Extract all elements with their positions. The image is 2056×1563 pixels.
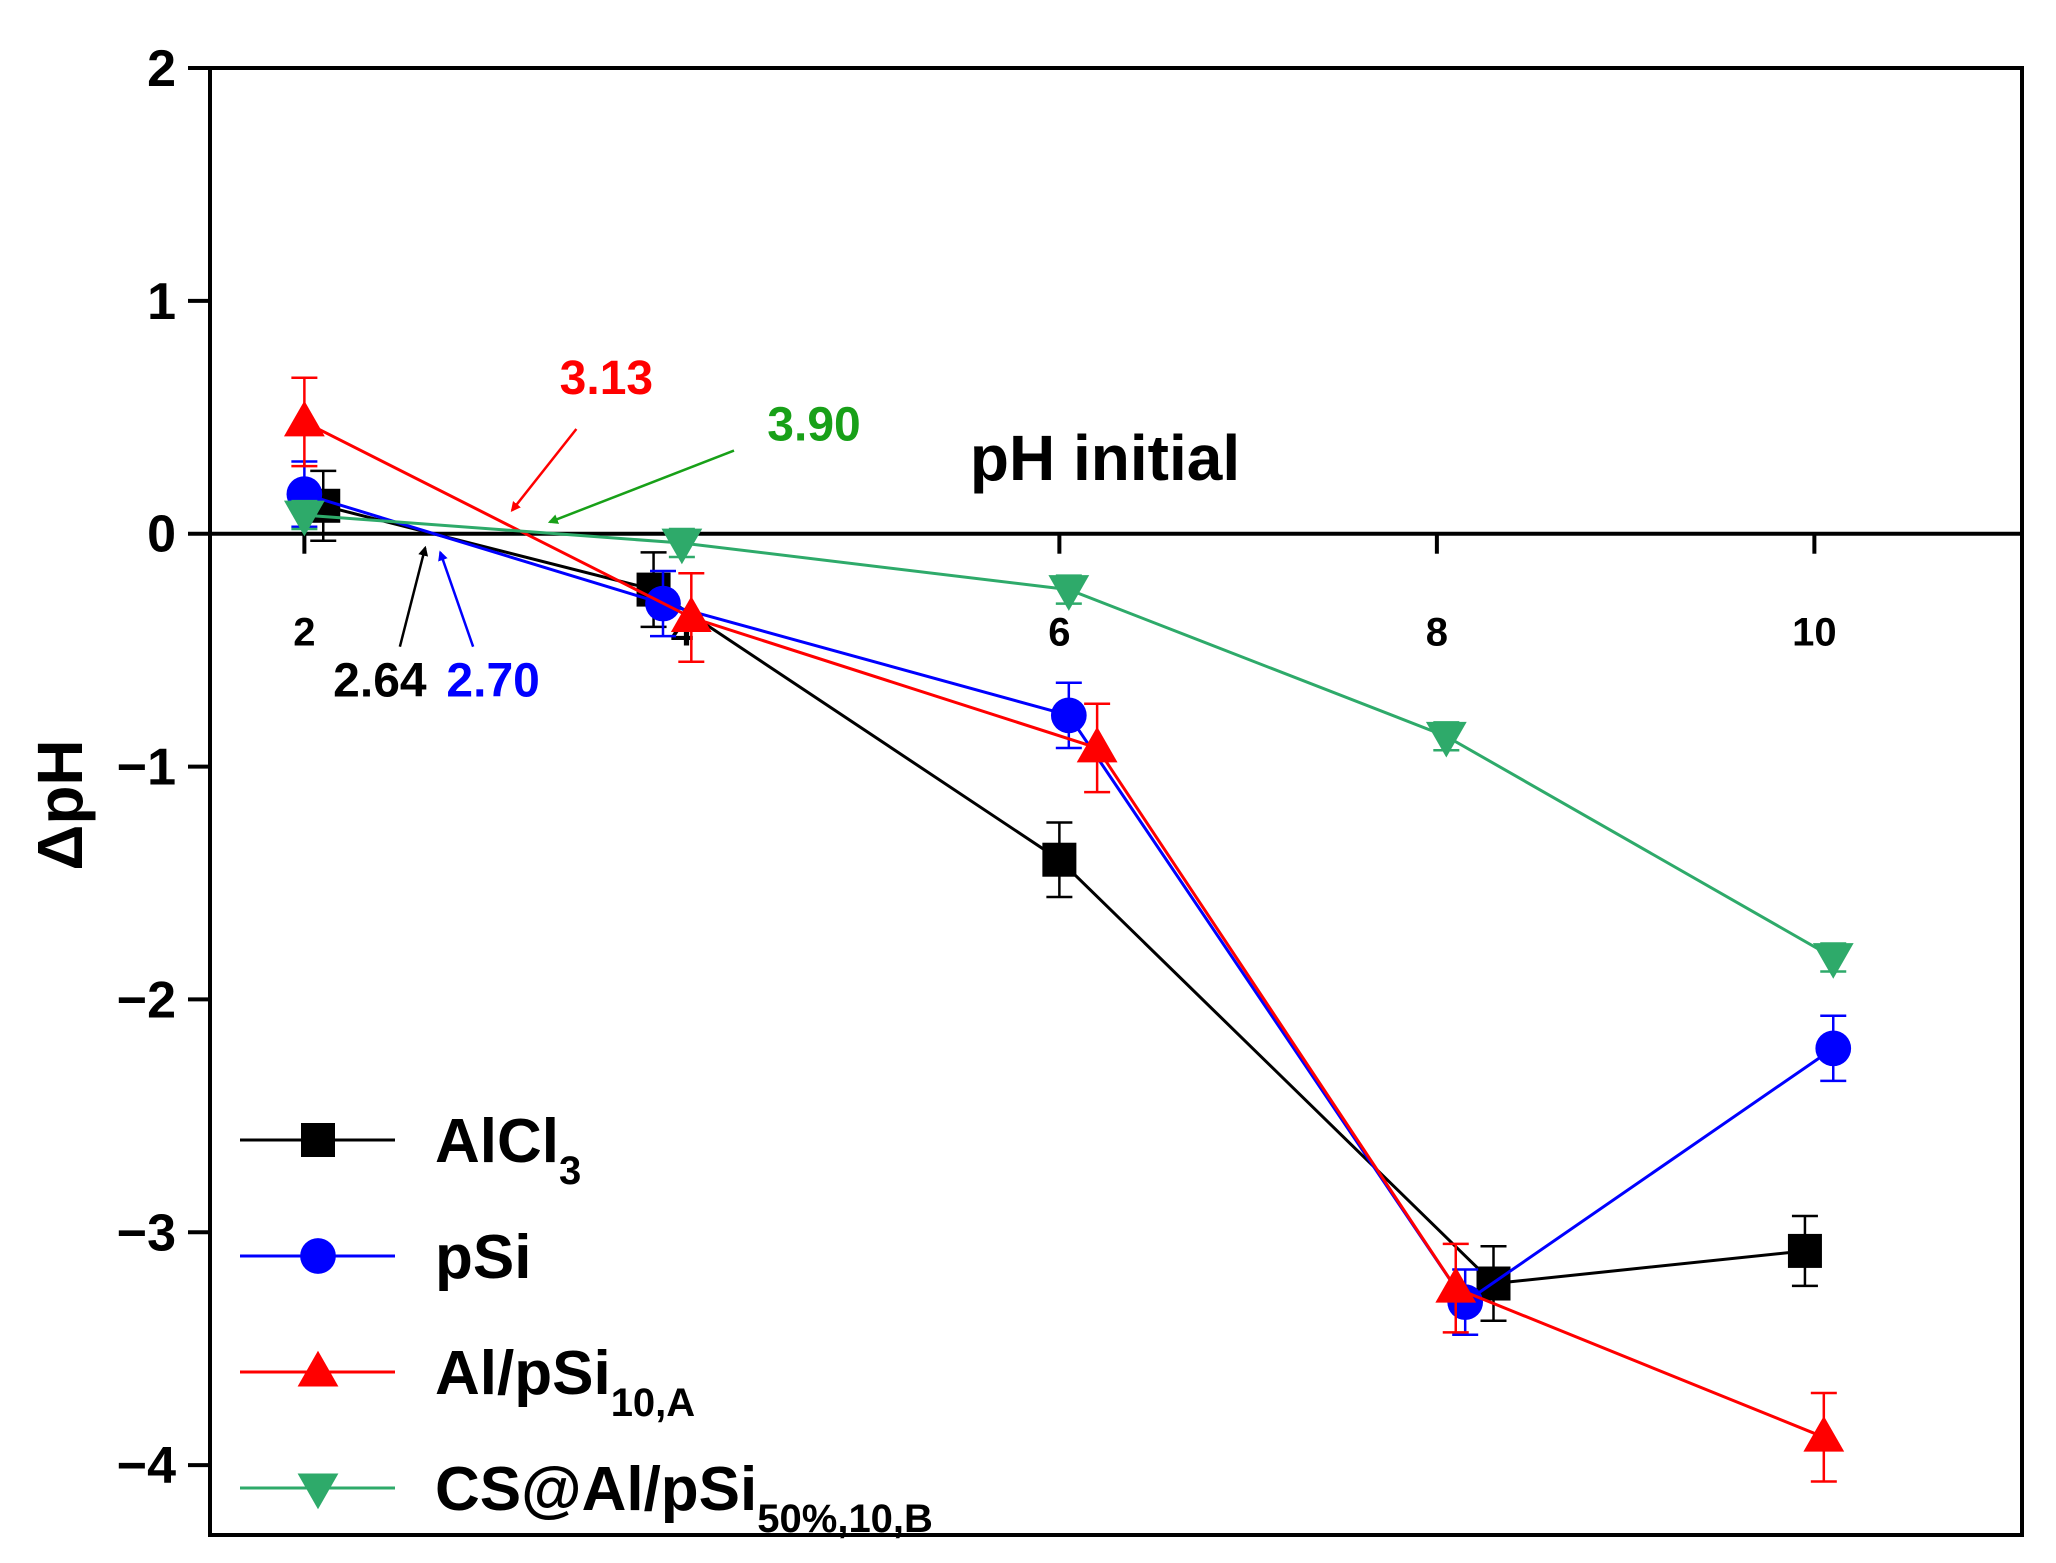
legend-marker [300, 1238, 336, 1274]
y-tick-label: −1 [117, 739, 176, 797]
legend-item: AlCl3 [240, 1107, 581, 1193]
legend-item: pSi [240, 1223, 531, 1292]
annotation-arrow [510, 428, 578, 512]
data-point [670, 596, 712, 632]
legend-item: CS@Al/pSi50%,10,B [240, 1455, 933, 1541]
x-tick-label: 2 [293, 611, 315, 655]
series-layer [283, 376, 1854, 1483]
annotation-label: 3.90 [767, 399, 860, 452]
y-tick-label: −4 [117, 1437, 176, 1495]
legend-label: Al/pSi10,A [435, 1339, 695, 1425]
data-point [283, 500, 325, 537]
data-point [1048, 575, 1090, 611]
legend: AlCl3 pSi Al/pSi10,A CS@Al/pSi50%,10,B [240, 1107, 933, 1541]
legend-label-main: Al/pSi [435, 1339, 611, 1408]
data-point [1076, 726, 1118, 763]
legend-label-sub: 10,A [611, 1381, 696, 1425]
y-tick-label: −3 [117, 1204, 176, 1262]
annotation-arrow [398, 545, 429, 648]
y-tick-label: 2 [147, 40, 176, 98]
legend-label: AlCl3 [435, 1107, 581, 1193]
legend-marker [297, 1473, 339, 1510]
series-0 [306, 469, 1822, 1323]
legend-marker [301, 1123, 335, 1157]
data-point [283, 400, 325, 437]
annotation-label: 3.13 [560, 352, 653, 405]
x-axis-label: pH initial [970, 422, 1240, 494]
legend-label: CS@Al/pSi50%,10,B [435, 1455, 933, 1541]
data-point [1787, 1233, 1822, 1268]
annotation-label: 2.70 [446, 655, 539, 708]
series-line [303, 420, 1825, 1439]
series-1 [286, 460, 1852, 1336]
legend-label-main: pSi [435, 1223, 531, 1292]
legend-item: Al/pSi10,A [240, 1339, 695, 1425]
legend-label-main: CS@Al/pSi [435, 1455, 757, 1524]
y-tick-label: 0 [147, 506, 176, 564]
x-tick-label: 8 [1426, 611, 1448, 655]
legend-marker [297, 1350, 339, 1387]
legend-label: pSi [435, 1223, 531, 1292]
annotation-arrow [547, 449, 735, 524]
data-point [1042, 842, 1077, 877]
y-axis: 2 1 0 −1 −2 −3 −4 [117, 40, 210, 1495]
legend-label-main: AlCl [435, 1107, 559, 1176]
annotation-arrow [438, 550, 475, 648]
x-axis: 2 4 6 8 10 [293, 533, 1837, 655]
series-3 [283, 499, 1854, 979]
data-point [1815, 1030, 1852, 1067]
x-tick-label: 6 [1048, 611, 1070, 655]
series-2 [283, 376, 1845, 1483]
legend-label-sub: 3 [559, 1149, 581, 1193]
plot-frame [208, 66, 2024, 1537]
y-tick-label: −2 [117, 971, 176, 1029]
y-axis-label: ΔpH [24, 739, 96, 870]
data-point [1435, 1266, 1477, 1303]
data-point [1803, 1415, 1845, 1452]
data-point [661, 528, 703, 565]
data-point [1425, 721, 1467, 758]
y-tick-label: 1 [147, 273, 176, 331]
annotation-layer: 3.13 3.90 2.64 2.70 [333, 352, 861, 708]
annotation-label: 2.64 [333, 655, 427, 708]
legend-label-sub: 50%,10,B [757, 1497, 933, 1541]
data-point [1050, 697, 1087, 734]
data-point [1812, 943, 1854, 979]
x-tick-label: 10 [1792, 611, 1837, 655]
